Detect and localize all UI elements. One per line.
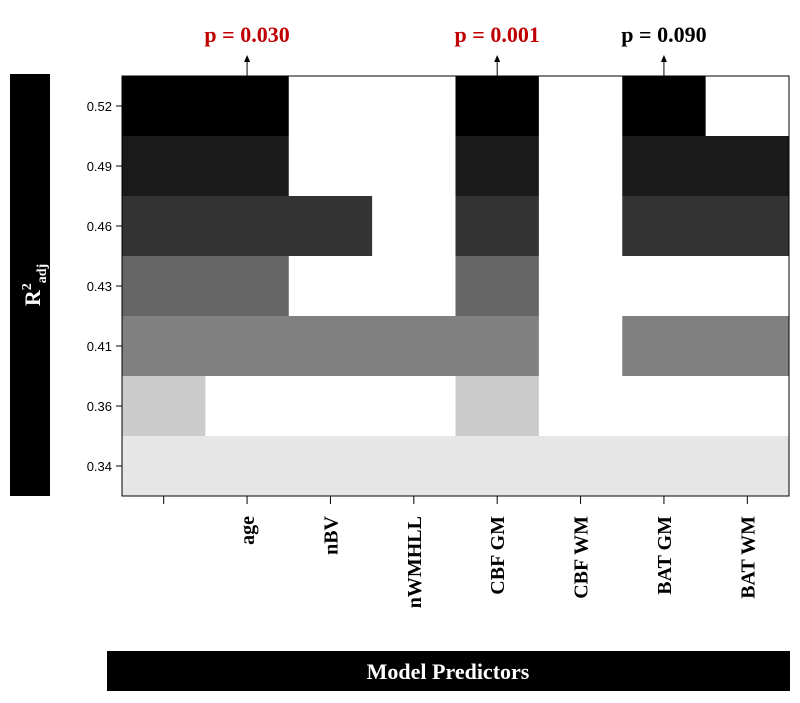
heatmap-cell (705, 76, 790, 137)
heatmap-cell (122, 376, 206, 437)
heatmap-cell (288, 376, 373, 437)
y-axis-title-bar (10, 74, 50, 496)
heatmap-cell (455, 196, 540, 257)
heatmap-cell (288, 436, 373, 497)
heatmap-cell (455, 76, 540, 137)
x-tick-label: CBF WM (571, 516, 593, 599)
heatmap-cell (455, 256, 540, 317)
heatmap-cell (538, 76, 623, 137)
heatmap-cell (288, 256, 373, 317)
heatmap-cell (372, 376, 456, 437)
heatmap-cell (205, 316, 290, 377)
y-tick-label: 0.49 (87, 159, 112, 174)
heatmap-cell (455, 136, 540, 197)
y-tick-label: 0.43 (87, 279, 112, 294)
heatmap-cell (455, 376, 540, 437)
heatmap-cells (122, 76, 790, 497)
heatmap-cell (205, 136, 290, 197)
heatmap-cell (372, 256, 456, 317)
heatmap-cell (705, 436, 790, 497)
heatmap-cell (205, 196, 290, 257)
y-tick-label: 0.41 (87, 339, 112, 354)
heatmap-cell (205, 256, 290, 317)
p-value-label: p = 0.090 (621, 22, 706, 47)
p-value-label: p = 0.001 (455, 22, 540, 47)
heatmap-cell (122, 76, 206, 137)
p-value-arrowhead (660, 55, 667, 62)
heatmap-cell (622, 376, 707, 437)
heatmap-cell (622, 256, 707, 317)
heatmap-cell (122, 136, 206, 197)
heatmap-cell (538, 376, 623, 437)
y-tick-label: 0.46 (87, 219, 112, 234)
p-value-arrowhead (244, 55, 251, 62)
y-tick-label: 0.34 (87, 459, 112, 474)
x-axis-title-bar (107, 651, 790, 691)
heatmap-cell (288, 136, 373, 197)
heatmap-cell (372, 76, 456, 137)
heatmap-cell (205, 76, 290, 137)
heatmap-cell (705, 136, 790, 197)
heatmap-cell (705, 316, 790, 377)
heatmap-cell (538, 136, 623, 197)
p-value-label: p = 0.030 (204, 22, 289, 47)
x-tick-label: age (237, 516, 259, 545)
heatmap-cell (705, 376, 790, 437)
heatmap-cell (622, 136, 707, 197)
y-axis-title: R2adj (10, 74, 50, 496)
heatmap-cell (122, 256, 206, 317)
x-tick-label: BAT GM (654, 516, 676, 595)
y-axis: 0.52 0.49 0.46 0.43 0.41 0.36 0.34 (87, 99, 122, 474)
heatmap-cell (372, 196, 456, 257)
heatmap-cell (455, 436, 540, 497)
x-tick-label: CBF GM (487, 516, 509, 595)
heatmap-cell (622, 196, 707, 257)
heatmap-cell (705, 256, 790, 317)
heatmap-cell (122, 196, 206, 257)
heatmap-cell (622, 76, 707, 137)
heatmap-cell (288, 316, 373, 377)
heatmap-cell (622, 316, 707, 377)
heatmap-cell (705, 196, 790, 257)
heatmap-cell (122, 316, 206, 377)
p-value-annotations: p = 0.030 p = 0.001 p = 0.090 (204, 22, 707, 76)
heatmap-cell (538, 256, 623, 317)
x-tick-label: BAT WM (737, 516, 759, 599)
x-axis: age nBV nWMHLL CBF GM CBF WM BAT GM BAT WM (163, 496, 759, 608)
x-tick-label: nBV (320, 515, 342, 554)
heatmap-cell (205, 436, 290, 497)
heatmap-cell (205, 376, 290, 437)
heatmap-cell (538, 196, 623, 257)
heatmap-cell (455, 316, 540, 377)
x-axis-title-text: Model Predictors (367, 659, 530, 684)
heatmap-cell (622, 436, 707, 497)
y-tick-label: 0.52 (87, 99, 112, 114)
heatmap-cell (538, 316, 623, 377)
p-value-arrowhead (494, 55, 501, 62)
x-tick-label: nWMHLL (404, 516, 426, 608)
heatmap-cell (288, 76, 373, 137)
heatmap-cell (122, 436, 206, 497)
y-tick-label: 0.36 (87, 399, 112, 414)
heatmap-cell (538, 436, 623, 497)
y-axis-title-text: R2adj (20, 264, 50, 306)
heatmap-cell (372, 136, 456, 197)
heatmap-cell (372, 436, 456, 497)
x-axis-title: Model Predictors (107, 651, 790, 691)
heatmap-cell (372, 316, 456, 377)
heatmap-cell (288, 196, 373, 257)
